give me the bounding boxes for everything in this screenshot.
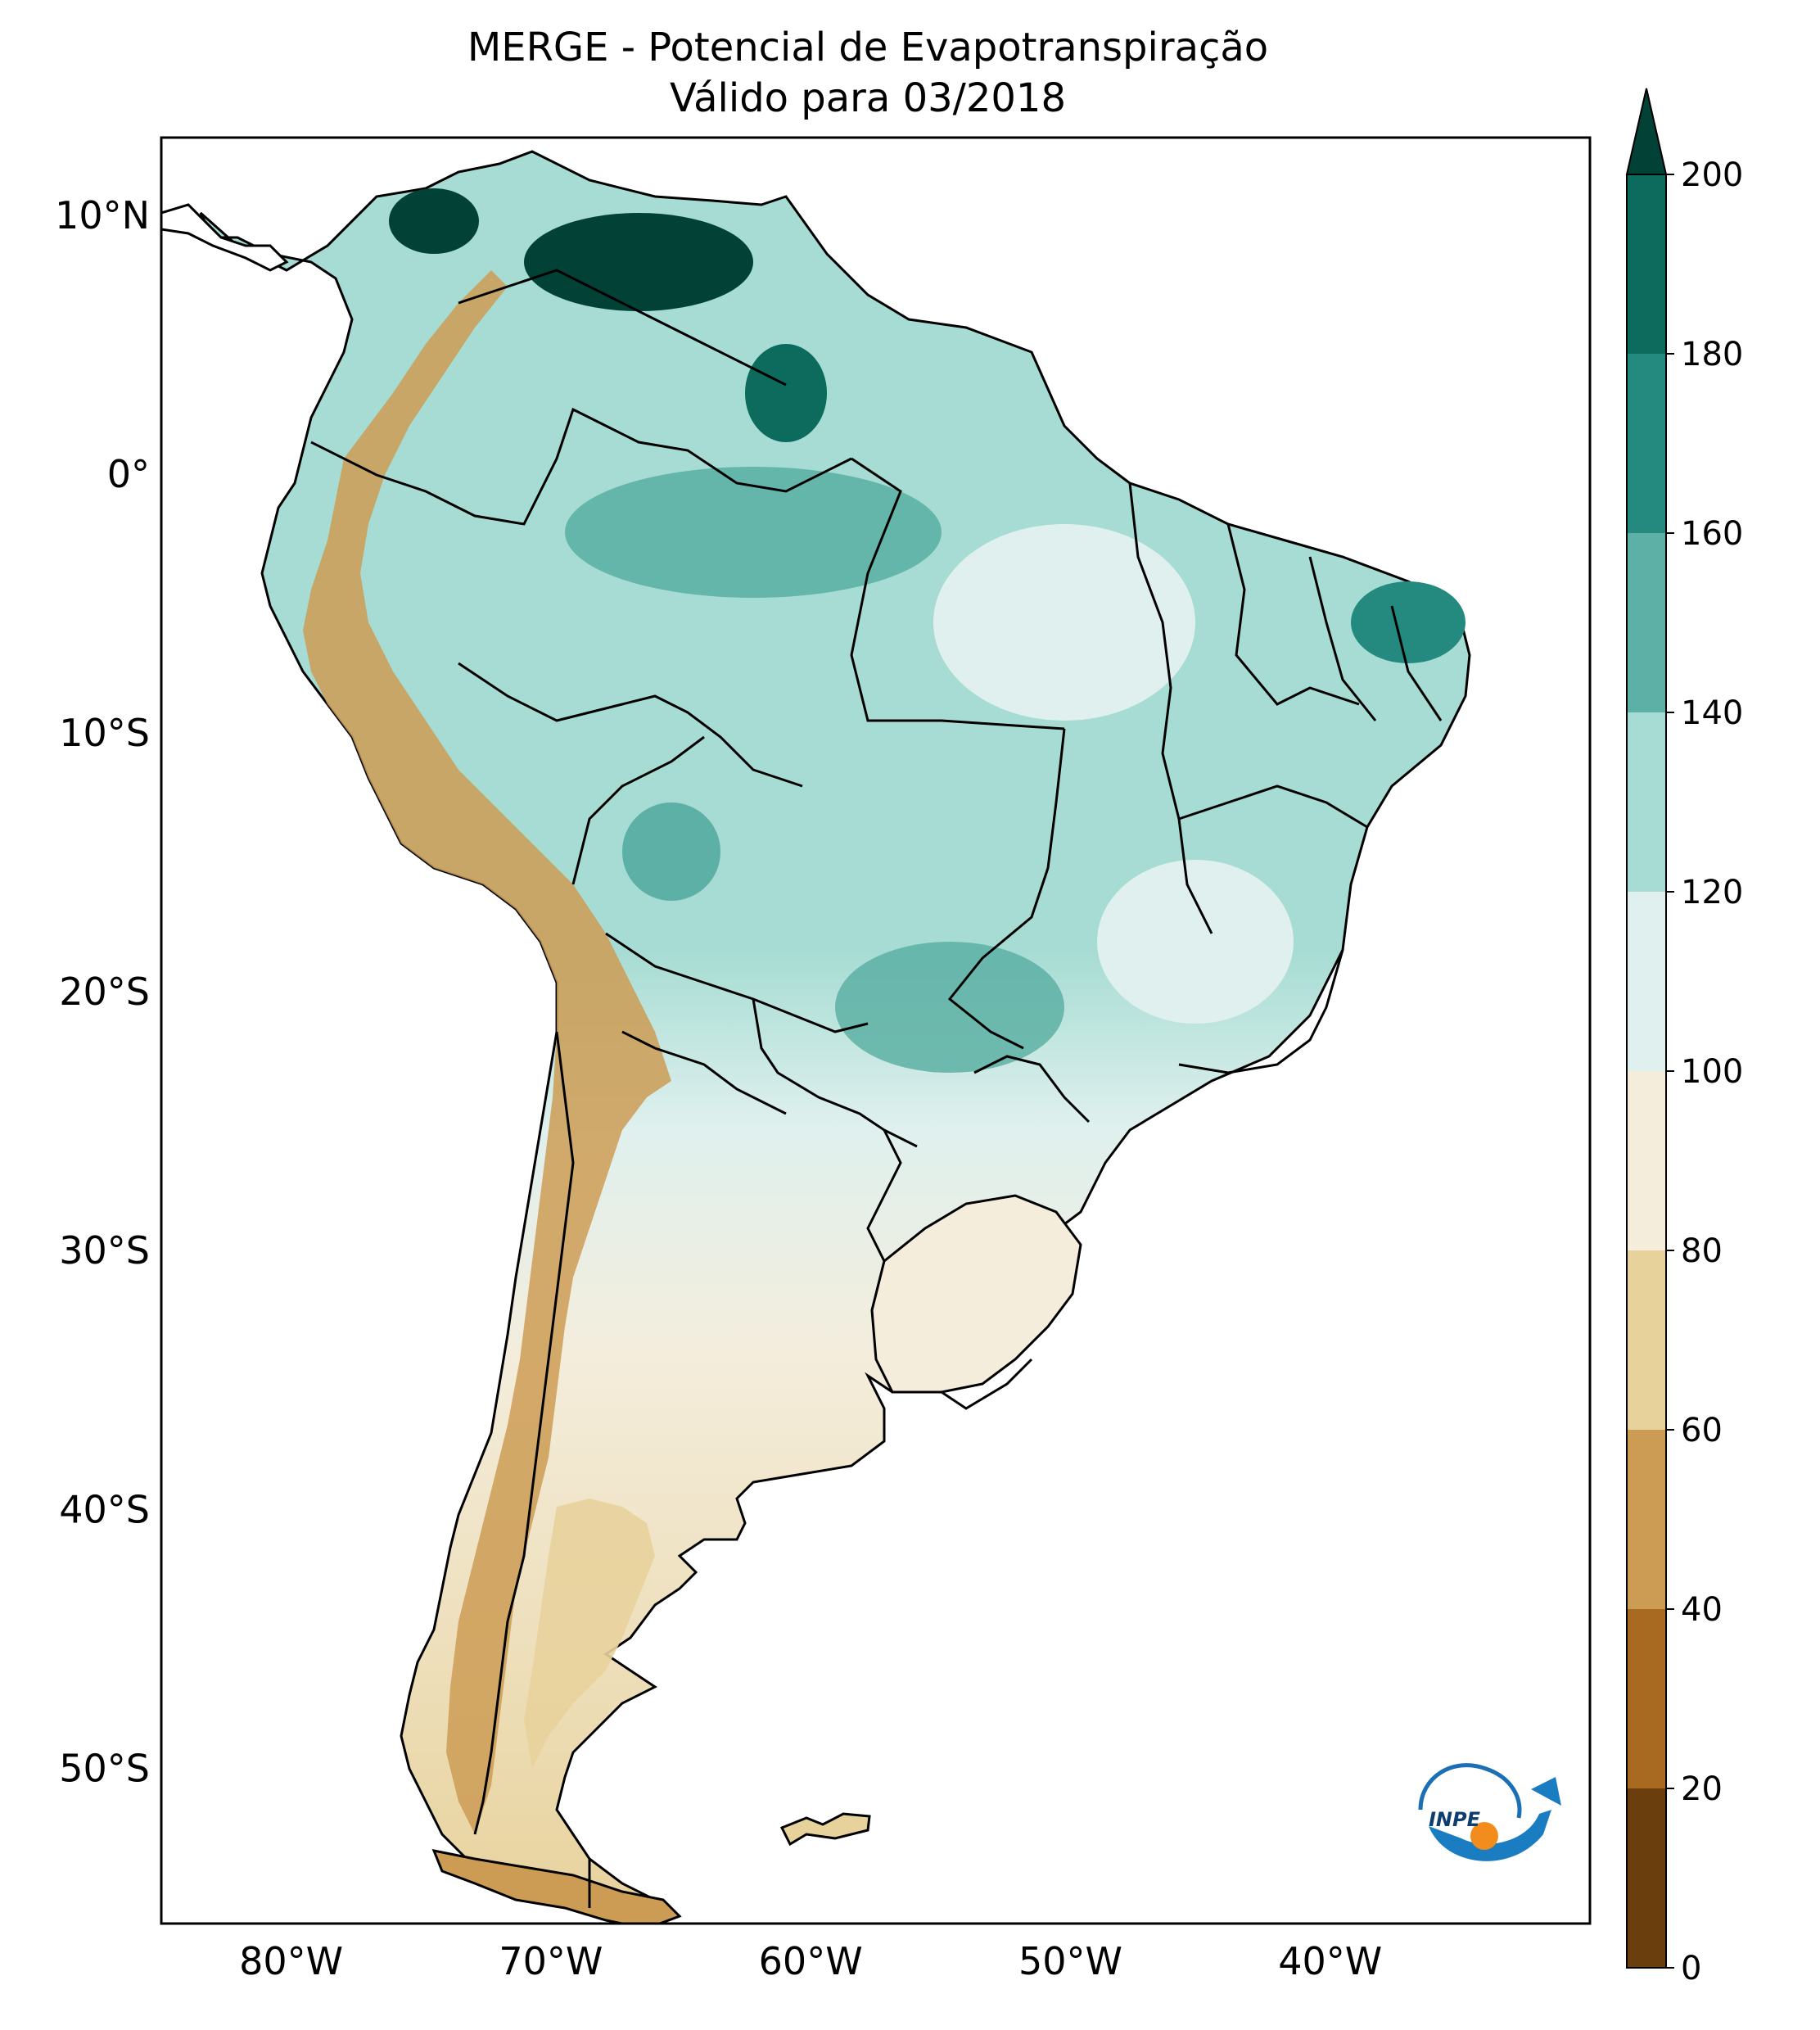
colorbar-tick-label: 100 (1681, 1053, 1743, 1091)
lon-tick-label: 40°W (1278, 1939, 1382, 1983)
colorbar-bin (1627, 174, 1666, 354)
southeast-zone (1097, 860, 1294, 1024)
country-borders (310, 269, 1443, 1908)
colorbar-bin (1627, 1071, 1666, 1250)
colorbar-tick-label: 40 (1681, 1591, 1723, 1629)
northeast-wet-zone (1351, 581, 1465, 663)
andes-dry-zone (303, 270, 671, 1834)
lon-tick-label: 70°W (499, 1939, 603, 1983)
map-subtitle: Válido para 03/2018 (670, 75, 1066, 121)
colorbar-bin (1627, 1430, 1666, 1609)
lat-tick-label: 40°S (59, 1487, 150, 1531)
colorbar-tick-label: 180 (1681, 336, 1743, 373)
caribbean-wet-zone (389, 188, 479, 254)
falklands-landmass (779, 1812, 871, 1847)
lon-tick-label: 50°W (1018, 1939, 1122, 1983)
colorbar-bin (1627, 1788, 1666, 1968)
lon-tick-label: 60°W (759, 1939, 863, 1983)
lat-tick-label: 0° (107, 452, 150, 496)
logo-arrow-icon (1531, 1777, 1561, 1806)
colorbar-tick-label: 60 (1681, 1412, 1723, 1449)
lat-tick-label: 30°S (59, 1228, 150, 1273)
mato-grosso-zone (835, 942, 1064, 1073)
colorbar-tick-label: 20 (1681, 1770, 1723, 1808)
colorbar: 0 20 40 60 80 100 120 140 160 180 200 (1625, 88, 1743, 1987)
colorbar-bin (1627, 892, 1666, 1071)
central-brazil-zone (933, 524, 1195, 721)
lat-tick-label: 20°S (59, 970, 150, 1014)
amazon-zone (565, 467, 942, 598)
logo-orbit-arc (1418, 1763, 1522, 1819)
colorbar-bin (1627, 1250, 1666, 1430)
uruguay-zone (870, 1194, 1082, 1394)
continent-layer (161, 150, 1471, 1924)
logo-sun-icon (1470, 1822, 1498, 1850)
latitude-axis: 10°N 0° 10°S 20°S 30°S 40°S 50°S (55, 193, 150, 1791)
inpe-logo: INPE (1418, 1763, 1561, 1861)
colorbar-tick-label: 160 (1681, 515, 1743, 553)
lat-tick-label: 50°S (59, 1746, 150, 1790)
central-america-landmass (161, 203, 289, 272)
north-wet-zone (524, 213, 753, 311)
lat-tick-label: 10°N (55, 193, 150, 237)
lat-tick-label: 10°S (59, 711, 150, 755)
bolivia-zone (622, 803, 720, 901)
guyana-wet-zone (745, 344, 827, 442)
colorbar-tick-label: 120 (1681, 874, 1743, 911)
colorbar-bin (1627, 712, 1666, 892)
colorbar-extend-arrow (1625, 88, 1668, 175)
lon-tick-label: 80°W (239, 1939, 343, 1983)
logo-text: INPE (1429, 1808, 1481, 1831)
colorbar-tick-label: 80 (1681, 1232, 1723, 1270)
logo-swoosh-icon (1429, 1810, 1551, 1861)
patagonia-zone (524, 1499, 655, 1769)
colorbar-tick-label: 140 (1681, 694, 1743, 732)
colorbar-bin (1627, 354, 1666, 533)
map-title: MERGE - Potencial de Evapotranspiração (467, 25, 1269, 70)
map-frame (160, 136, 1592, 1925)
longitude-axis: 80°W 70°W 60°W 50°W 40°W (239, 1939, 1382, 1983)
colorbar-bin (1627, 1609, 1666, 1788)
colorbar-tick-label: 200 (1681, 156, 1743, 194)
colorbar-tick-label: 0 (1681, 1950, 1701, 1987)
colorbar-bin (1627, 533, 1666, 712)
